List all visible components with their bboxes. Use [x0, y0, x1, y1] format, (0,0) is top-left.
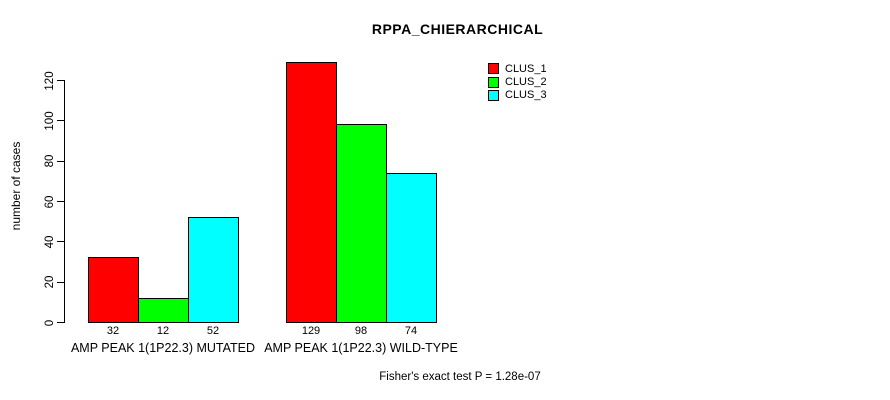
legend-label: CLUS_3: [505, 89, 547, 102]
footer-annotation: Fisher's exact test P = 1.28e-07: [379, 371, 541, 383]
y-axis-tick: [57, 80, 64, 81]
y-axis-tick: [57, 322, 64, 323]
chart-title: RPPA_CHIERARCHICAL: [371, 21, 544, 37]
bar-value-label: 52: [206, 325, 220, 337]
x-category-label: AMP PEAK 1(1P22.3) MUTATED: [70, 341, 256, 355]
bar-clus_2-group2: [336, 124, 387, 323]
bar-clus_1-group2: [286, 62, 337, 323]
legend-swatch-clus_1: [488, 63, 499, 75]
legend-swatch-clus_2: [488, 76, 499, 88]
bar-value-label: 12: [156, 325, 170, 337]
x-category-label: AMP PEAK 1(1P22.3) WILD-TYPE: [264, 341, 458, 355]
y-axis-tick: [57, 120, 64, 122]
bar-value-label: 74: [404, 325, 418, 337]
bar-value-label: 98: [354, 325, 368, 337]
y-axis-line: [64, 80, 65, 323]
y-axis-tick: [57, 281, 64, 283]
y-tick-label: 0: [44, 319, 56, 326]
y-tick-label: 20: [44, 275, 56, 289]
legend-swatch-clus_3: [488, 89, 499, 101]
y-axis-tick: [57, 201, 64, 202]
y-tick-label: 60: [44, 195, 56, 208]
bar-value-label: 129: [301, 325, 321, 337]
legend-label: CLUS_1: [505, 62, 547, 75]
y-tick-label: 100: [44, 111, 56, 131]
bar-clus_3-group2: [386, 173, 437, 323]
bar-clus_2-group1: [138, 298, 189, 323]
y-tick-label: 40: [44, 235, 56, 249]
legend: CLUS_1 CLUS_2 CLUS_3: [488, 62, 547, 102]
bar-value-label: 32: [106, 325, 120, 337]
y-tick-label: 120: [44, 70, 56, 91]
legend-item-clus_2: CLUS_2: [488, 75, 547, 88]
y-axis-tick: [57, 241, 64, 243]
y-axis-tick: [57, 160, 64, 162]
bar-clus_3-group1: [188, 217, 239, 323]
y-tick-label: 80: [44, 154, 56, 168]
bar-clus_1-group1: [88, 257, 139, 323]
legend-item-clus_1: CLUS_1: [488, 62, 547, 75]
legend-label: CLUS_2: [505, 76, 547, 89]
legend-item-clus_3: CLUS_3: [488, 89, 547, 102]
